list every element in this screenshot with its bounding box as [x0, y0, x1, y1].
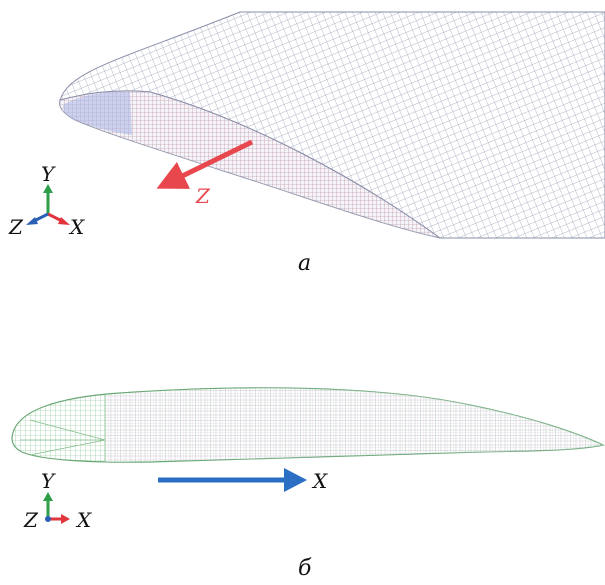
panel-b-caption: б — [298, 556, 312, 581]
triad-a-x-label: X — [68, 215, 85, 239]
triad-a-y-label: Y — [41, 162, 56, 186]
flow-arrow-x-label: X — [311, 469, 328, 493]
flow-arrow-z-label: Z — [195, 184, 211, 208]
wing-section-face — [59, 90, 441, 239]
panel-a-wing: Z — [59, 11, 605, 239]
triad-a: Y X Z — [8, 162, 85, 239]
triad-b: Y X Z — [23, 469, 92, 532]
airfoil-dense-region — [105, 388, 603, 462]
flow-arrow-x-head — [284, 468, 307, 492]
triad-a-z-label: Z — [8, 215, 24, 239]
flow-arrow-z — [156, 139, 254, 189]
panel-a-caption: a — [298, 251, 311, 276]
triad-b-z-label: Z — [23, 508, 39, 532]
triad-b-x-label: X — [75, 508, 92, 532]
triad-b-z-axis — [45, 516, 51, 522]
leading-edge-shade — [63, 91, 132, 135]
triad-b-y-label: Y — [41, 469, 56, 493]
panel-b-airfoil: X — [11, 387, 605, 493]
